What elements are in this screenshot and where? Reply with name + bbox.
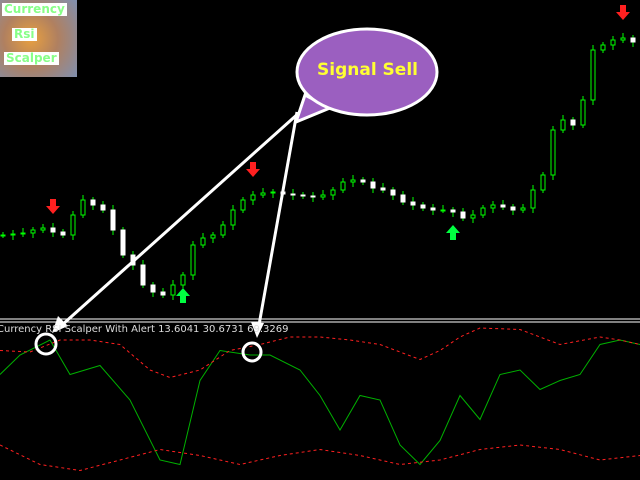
candle-body [500, 204, 506, 208]
candle-body [80, 199, 86, 216]
candle-body [120, 229, 126, 256]
candle-body [70, 214, 76, 236]
candle-body [240, 199, 246, 211]
callout-bubble [295, 27, 439, 117]
candle-body [150, 284, 156, 293]
candle-body [480, 207, 486, 216]
logo-text-3: Scalper [4, 51, 59, 65]
candle-body [390, 189, 396, 196]
candle-body [530, 189, 536, 209]
band-line [0, 444, 640, 472]
candle-body [300, 194, 306, 197]
candle-body [310, 195, 316, 198]
candle-body [350, 179, 356, 183]
pointer-line [60, 110, 302, 327]
candle-body [580, 99, 586, 126]
candle-body [50, 227, 56, 233]
candle-body [200, 237, 206, 246]
candle-body [180, 274, 186, 286]
candle-body [210, 234, 216, 239]
band-line [0, 327, 640, 379]
candle-body [600, 44, 606, 51]
callout-text: Signal Sell [317, 60, 418, 80]
candle-body [190, 244, 196, 276]
candle-body [110, 209, 116, 231]
pointer-arrowhead-icon [251, 322, 264, 338]
candle-body [520, 207, 526, 211]
candle-body [160, 291, 166, 296]
candle-body [460, 211, 466, 219]
candle-body [220, 224, 226, 236]
sell-arrow-icon [616, 5, 630, 20]
sell-arrow-icon [246, 162, 260, 177]
signal-circle [34, 332, 58, 356]
indicator-label: Currency RSI Scalper With Alert 13.6041 … [0, 324, 289, 335]
candle-body [10, 233, 16, 236]
candle-body [140, 264, 146, 286]
logo-text-2: Rsi [12, 27, 37, 41]
candle-body [550, 129, 556, 176]
candle-body [380, 187, 386, 191]
pointer-arrowhead-icon [52, 316, 68, 333]
logo: Currency Rsi Scalper [0, 0, 77, 77]
candle-body [20, 232, 26, 235]
pointer-line [257, 111, 299, 326]
candle-body [400, 194, 406, 203]
candle-body [440, 209, 446, 212]
candle-body [260, 192, 266, 196]
candle-body [470, 214, 476, 219]
candle-body [250, 194, 256, 201]
candle-body [620, 37, 626, 41]
candle-body [450, 209, 456, 213]
sell-arrow-icon [46, 199, 60, 214]
candle-body [610, 39, 616, 46]
candle-body [560, 119, 566, 131]
logo-text-1: Currency [2, 2, 67, 16]
candle-body [490, 204, 496, 209]
candle-body [540, 174, 546, 191]
candle-body [0, 234, 6, 237]
candle-body [230, 209, 236, 226]
candle-body [170, 284, 176, 296]
candle-body [360, 179, 366, 183]
candle-body [290, 193, 296, 196]
candle-body [570, 119, 576, 126]
candle-body [90, 199, 96, 206]
candle-body [410, 201, 416, 206]
rsi-line [0, 339, 640, 466]
candle-body [430, 207, 436, 211]
candle-body [590, 49, 596, 101]
candle-body [60, 231, 66, 236]
candle-body [270, 191, 276, 194]
buy-arrow-icon [176, 288, 190, 303]
candle-body [510, 206, 516, 211]
candle-body [100, 204, 106, 211]
signal-circle [241, 341, 263, 363]
candle-body [40, 227, 46, 231]
candle-body [330, 189, 336, 196]
candle-body [320, 194, 326, 198]
candle-body [370, 181, 376, 189]
buy-arrow-icon [446, 225, 460, 240]
candle-body [340, 181, 346, 191]
candle-body [30, 229, 36, 234]
candle-body [420, 204, 426, 209]
candle-body [630, 37, 636, 43]
